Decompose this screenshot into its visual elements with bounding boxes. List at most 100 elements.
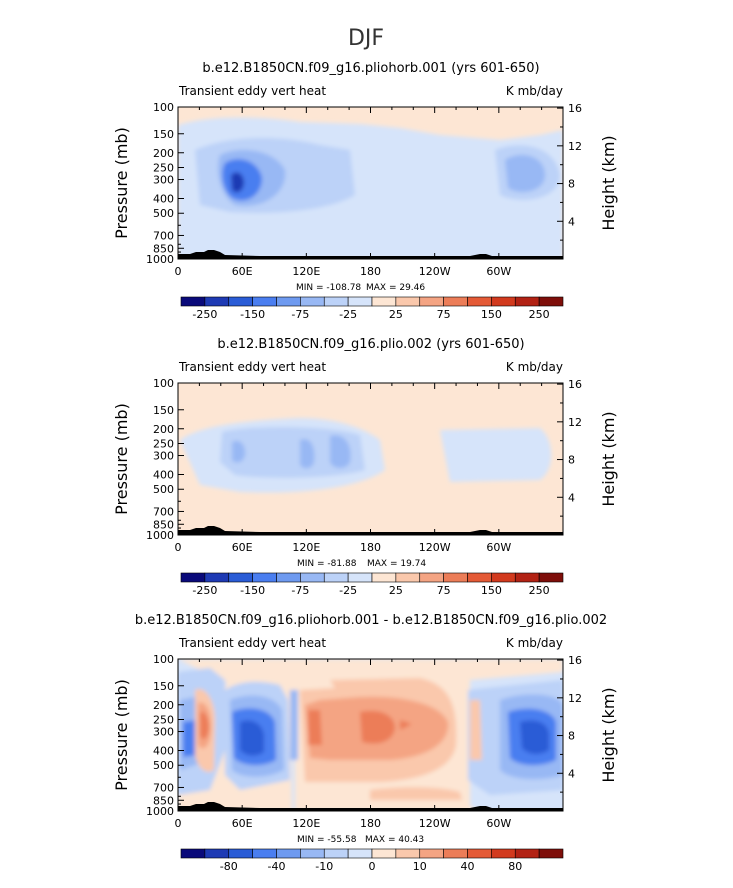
- contour-field: [178, 107, 563, 259]
- colorbar-label: -75: [291, 308, 309, 321]
- colorbar-label: -25: [339, 308, 357, 321]
- colorbar-label: 75: [437, 584, 451, 597]
- colorbar-box: [538, 296, 564, 307]
- colorbar-label: 75: [437, 308, 451, 321]
- y-right-tick-label: 4: [568, 215, 575, 228]
- colorbar-box: [323, 296, 349, 307]
- y-tick-label: 700: [153, 229, 174, 242]
- colorbar-box: [204, 296, 230, 307]
- y-tick-label: 250: [153, 437, 174, 450]
- y-right-tick-label: 8: [568, 454, 575, 467]
- colorbar-box: [371, 848, 397, 859]
- y-tick-label: 850: [153, 794, 174, 807]
- contour-band-neg-75: [218, 150, 545, 206]
- x-tick-label: 60E: [232, 265, 253, 278]
- colorbar-box: [395, 572, 421, 583]
- colorbar-box: [300, 572, 325, 583]
- y-axis-label-right: Height (km): [599, 411, 618, 506]
- colorbar-label: 150: [481, 308, 502, 321]
- y-tick-label: 850: [153, 242, 174, 255]
- x-tick-label: 120E: [292, 817, 320, 830]
- colorbar-box: [443, 296, 468, 307]
- colorbar-box: [419, 848, 444, 859]
- y-axis-label: Pressure (mb): [112, 127, 131, 239]
- y-right-tick-label: 16: [568, 102, 582, 115]
- y-right-tick-label: 8: [568, 730, 575, 743]
- colorbar-label: -250: [192, 584, 217, 597]
- y-tick-label: 300: [153, 174, 174, 187]
- colorbar-box: [347, 848, 373, 859]
- panel-plio: b.e12.B1850CN.f09_g16.plio.002 (yrs 601-…: [112, 337, 618, 597]
- x-tick-label: 120W: [419, 541, 451, 554]
- x-tick-label: 0: [175, 265, 182, 278]
- colorbar-box: [204, 572, 230, 583]
- y-tick-label: 150: [153, 128, 174, 141]
- colorbar: -250 -150 -75 -25 25 75 150 250: [180, 296, 564, 321]
- contour-field: [178, 383, 563, 535]
- colorbar-box: [228, 296, 253, 307]
- contour-band-neg-250: [231, 172, 244, 193]
- colorbar-label: 250: [529, 584, 550, 597]
- y-tick-label: 1000: [146, 253, 174, 266]
- y-axis-right: 16 12 8 4: [557, 378, 582, 517]
- colorbar-label: 150: [481, 584, 502, 597]
- colorbar-label: -250: [192, 308, 217, 321]
- y-tick-label: 700: [153, 781, 174, 794]
- colorbar-label: -25: [339, 584, 357, 597]
- colorbar-label: 0: [369, 860, 376, 873]
- colorbar-box: [252, 572, 277, 583]
- y-axis-label: Pressure (mb): [112, 403, 131, 515]
- panel-title: b.e12.B1850CN.f09_g16.plio.002 (yrs 601-…: [217, 337, 524, 352]
- colorbar-box: [300, 848, 325, 859]
- colorbar-box: [347, 296, 373, 307]
- x-tick-label: 0: [175, 541, 182, 554]
- y-tick-label: 200: [153, 423, 174, 436]
- colorbar-label: -150: [240, 308, 265, 321]
- y-tick-label: 850: [153, 518, 174, 531]
- colorbar-box: [419, 572, 444, 583]
- colorbar-label: 25: [389, 308, 403, 321]
- colorbar-label: 80: [508, 860, 522, 873]
- colorbar: -80 -40 -10 0 10 40 80: [180, 848, 564, 873]
- colorbar-box: [300, 296, 325, 307]
- colorbar-box: [252, 296, 277, 307]
- panel-pliohorb: b.e12.B1850CN.f09_g16.pliohorb.001 (yrs …: [112, 61, 618, 321]
- y-tick-label: 500: [153, 759, 174, 772]
- contour-band-pos-40: [198, 696, 449, 760]
- x-tick-label: 60W: [486, 265, 511, 278]
- colorbar-label: -150: [240, 584, 265, 597]
- colorbar-box: [371, 572, 397, 583]
- y-tick-label: 400: [153, 745, 174, 758]
- topography: [178, 526, 563, 535]
- panel-title: b.e12.B1850CN.f09_g16.pliohorb.001 - b.e…: [135, 613, 607, 628]
- colorbar-box: [443, 848, 468, 859]
- colorbar-box: [395, 848, 421, 859]
- x-tick-label: 120W: [419, 817, 451, 830]
- contour-field: [178, 659, 563, 811]
- left-string: Transient eddy vert heat: [178, 636, 326, 650]
- colorbar-box: [491, 572, 516, 583]
- x-tick-label: 120E: [292, 265, 320, 278]
- contour-band-pos-low: [370, 787, 462, 800]
- colorbar-box: [371, 296, 397, 307]
- x-tick-label: 0: [175, 817, 182, 830]
- y-tick-label: 200: [153, 147, 174, 160]
- contour-band-pos-80: [200, 710, 412, 745]
- colorbar-box: [443, 572, 468, 583]
- colorbar-box: [323, 572, 349, 583]
- y-tick-label: 100: [153, 101, 174, 114]
- x-tick-label: 60E: [232, 817, 253, 830]
- colorbar-box: [467, 572, 492, 583]
- colorbar-box: [180, 848, 206, 859]
- page-title: DJF: [348, 26, 384, 51]
- y-tick-label: 250: [153, 713, 174, 726]
- y-tick-label: 300: [153, 726, 174, 739]
- colorbar-box: [514, 296, 540, 307]
- colorbar-box: [276, 296, 301, 307]
- colorbar-label: -75: [291, 584, 309, 597]
- colorbar-box: [180, 572, 206, 583]
- x-tick-label: 180: [360, 817, 381, 830]
- x-axis: 0 60E 120E 180 120W 60W: [175, 659, 564, 830]
- y-tick-label: 700: [153, 505, 174, 518]
- colorbar-label: -40: [268, 860, 286, 873]
